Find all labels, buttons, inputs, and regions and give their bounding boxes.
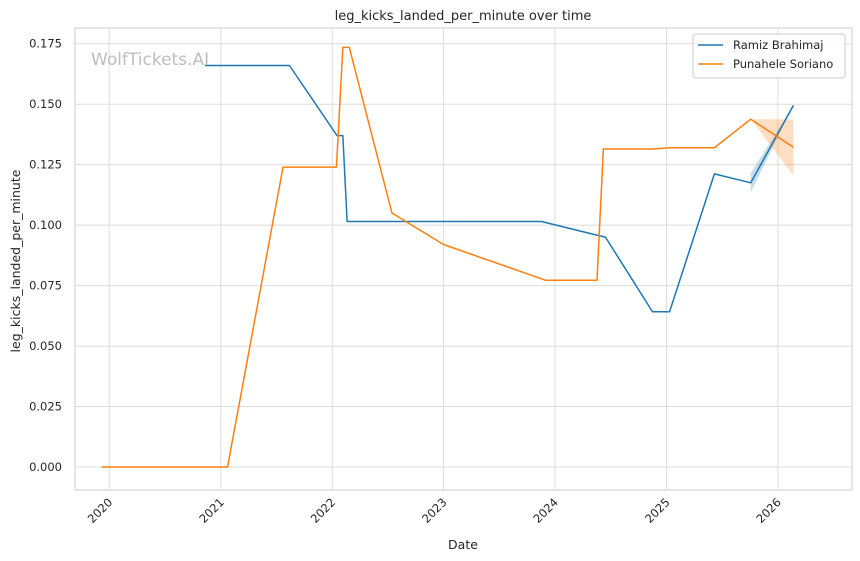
legend-label: Ramiz Brahimaj (733, 38, 823, 52)
series-line (204, 64, 795, 313)
legend-box (692, 33, 846, 79)
legend-label: Punahele Soriano (733, 57, 833, 71)
y-tick-label: 0.125 (29, 158, 62, 172)
grid (75, 28, 852, 490)
y-tick-label: 0.000 (29, 460, 62, 474)
confidence-band (750, 119, 794, 176)
chart-title: leg_kicks_landed_per_minute over time (335, 9, 592, 24)
y-tick-label: 0.075 (29, 279, 62, 293)
series-line (101, 46, 794, 468)
y-tick-label: 0.175 (29, 37, 62, 51)
series-lines (101, 46, 795, 468)
y-tick-label: 0.100 (29, 218, 62, 232)
y-axis-ticks: 0.000 0.025 0.050 0.075 0.100 0.125 0.150 0.175 (29, 37, 62, 474)
x-axis-label: Date (448, 537, 478, 552)
y-tick-label: 0.150 (29, 97, 62, 111)
y-axis-label: leg_kicks_landed_per_minute (8, 169, 23, 352)
watermark: WolfTickets.AI (91, 50, 209, 70)
confidence-band (750, 105, 794, 193)
y-tick-label: 0.050 (29, 339, 62, 353)
plot-frame (74, 27, 853, 491)
legend: Ramiz Brahimaj Punahele Soriano (692, 33, 846, 79)
y-tick-label: 0.025 (29, 400, 62, 414)
confidence-bands (750, 105, 794, 193)
